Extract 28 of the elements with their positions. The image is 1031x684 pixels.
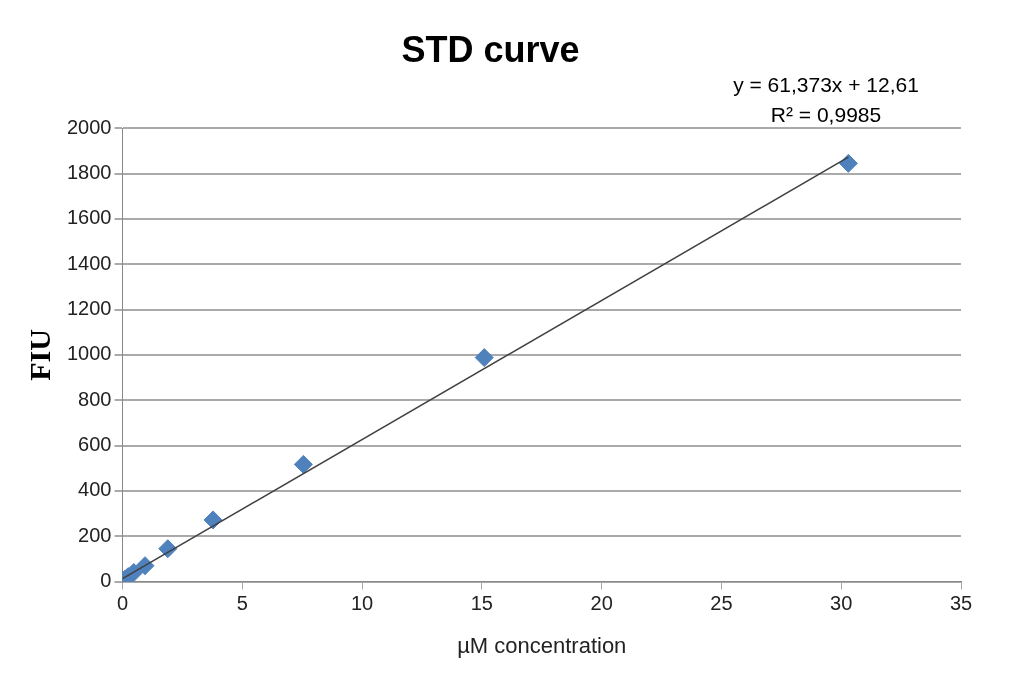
- chart-title: STD curve: [401, 28, 580, 70]
- y-tick-label: 1000: [66, 342, 112, 365]
- y-tick-label: 1200: [66, 297, 112, 320]
- x-tick-label: 0: [116, 592, 129, 615]
- point: [203, 510, 223, 530]
- y-tick-label: 400: [78, 478, 112, 501]
- y-axis-title: FIU: [22, 329, 56, 381]
- y-tick-label: 200: [78, 523, 112, 546]
- point: [293, 454, 313, 474]
- y-tick-label: 800: [78, 387, 112, 410]
- y-tick-label: 0: [100, 569, 112, 592]
- x-tick-label: 15: [470, 592, 493, 615]
- text: R² = 0,9985: [770, 102, 882, 126]
- y-tick-label: 1800: [66, 161, 112, 184]
- x-tick-label: 20: [590, 592, 613, 615]
- x-tick-label: 35: [949, 592, 973, 615]
- x-axis-title: µM concentration: [457, 632, 627, 658]
- y-tick-label: 600: [78, 433, 112, 456]
- y-tick-label: 2000: [66, 115, 112, 138]
- x-tick-label: 5: [236, 592, 248, 615]
- x-tick-label: 30: [830, 592, 853, 615]
- point: [838, 153, 858, 173]
- x-tick-label: 10: [350, 592, 374, 615]
- point: [474, 348, 494, 368]
- text: y = 61,373x + 12,61: [733, 72, 919, 96]
- y-tick-label: 1400: [66, 251, 112, 274]
- x-tick-label: 25: [710, 592, 733, 615]
- y-tick-label: 1600: [66, 206, 112, 229]
